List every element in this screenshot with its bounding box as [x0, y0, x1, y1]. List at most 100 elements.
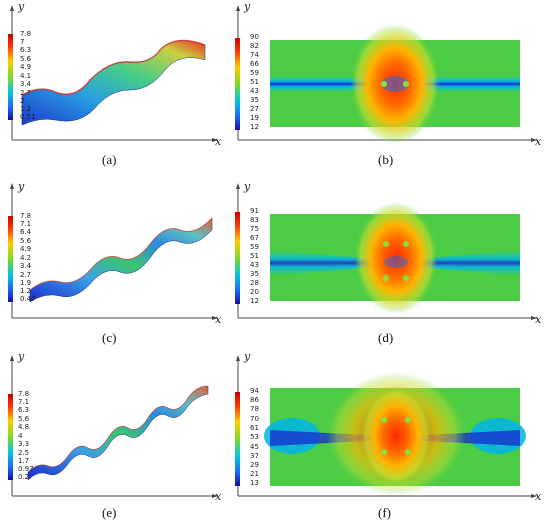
panel-e: y x 7.8 7.1 6.3 5.6 4.8 4 3.3 2.5 1.7 0.…	[0, 350, 230, 525]
x-axis-label-e: x	[215, 490, 222, 503]
axes-b	[236, 5, 537, 144]
colorbar-a	[8, 34, 13, 120]
tick-label: 5.6	[18, 415, 30, 423]
y-axis-label-d: y	[244, 180, 251, 193]
tick-label: 12	[250, 123, 259, 131]
y-axis-label-a: y	[18, 0, 25, 13]
caption-e: (e)	[102, 505, 117, 520]
axes-f	[236, 355, 537, 498]
tick-label: 2	[20, 97, 25, 105]
caption-a: (a)	[102, 152, 117, 167]
x-axis-label-b: x	[535, 135, 542, 148]
tick-label: 78	[250, 405, 259, 413]
panel-c: y x 7.8 7.1 6.4 5.6 4.9 4.2 3.4 2.7 1.9 …	[0, 178, 230, 348]
tick-label: 12	[250, 297, 259, 305]
tick-label: 37	[250, 452, 259, 460]
tick-label: 2.7	[20, 89, 32, 97]
axes-d	[236, 183, 537, 320]
tick-label: 3.3	[18, 440, 30, 448]
tick-label: 82	[250, 42, 259, 50]
tick-label: 0.97	[18, 465, 34, 473]
tick-label: 94	[250, 387, 259, 395]
y-axis-label-f: y	[244, 350, 251, 363]
tick-label: 4.1	[20, 72, 32, 80]
tick-label: 7.8	[20, 212, 32, 220]
tick-label: 7.8	[18, 390, 30, 398]
colorbar-c	[8, 216, 13, 302]
tick-label: 5.6	[20, 55, 32, 63]
axes-a	[10, 5, 218, 142]
tick-label: 35	[250, 96, 259, 104]
panel-b: y x 90 82 74 66 59 51 43 35 27 19 12 (b)	[226, 0, 550, 170]
tick-label: 1.9	[20, 279, 32, 287]
tick-label: 6.4	[20, 228, 32, 236]
tick-label: 74	[250, 51, 259, 59]
tick-label: 83	[250, 216, 259, 224]
tick-label: 0.51	[20, 113, 36, 121]
y-axis-label-c: y	[18, 180, 25, 193]
tick-label: 4.2	[20, 254, 32, 262]
tick-label: 43	[250, 261, 259, 269]
tick-label: 28	[250, 279, 259, 287]
tick-label: 7.1	[20, 220, 32, 228]
tick-label: 75	[250, 225, 259, 233]
tick-label: 27	[250, 105, 259, 113]
tick-label: 61	[250, 424, 259, 432]
caption-f: (f)	[378, 505, 391, 520]
colorbar-b	[235, 38, 240, 130]
x-axis-label-d: x	[535, 313, 542, 326]
tick-label: 0.2	[18, 473, 30, 481]
tick-label: 6.3	[20, 46, 32, 54]
caption-c: (c)	[102, 330, 117, 345]
tick-label: 67	[250, 234, 259, 242]
tick-label: 21	[250, 470, 259, 478]
tick-label: 7.1	[18, 398, 30, 406]
tick-label: 35	[250, 270, 259, 278]
tick-label: 2.5	[18, 449, 30, 457]
tick-label: 4	[18, 432, 23, 440]
tick-label: 20	[250, 288, 259, 296]
y-axis-label-b: y	[244, 0, 251, 13]
x-axis-label-c: x	[215, 313, 222, 326]
y-axis-label-e: y	[18, 350, 25, 363]
panel-f: y x 94 86 78 70 61 53 45 37 29 21 13 (f)	[226, 350, 550, 525]
tick-label: 51	[250, 78, 259, 86]
caption-b: (b)	[378, 152, 394, 167]
tick-label: 2.7	[20, 271, 32, 279]
tick-label: 59	[250, 69, 259, 77]
caption-d: (d)	[378, 330, 394, 345]
colorbar-d	[235, 212, 240, 304]
tick-label: 7.8	[20, 30, 32, 38]
tick-label: 29	[250, 461, 259, 469]
tick-label: 66	[250, 60, 259, 68]
tick-label: 19	[250, 114, 259, 122]
colorbar-f	[235, 392, 240, 486]
tick-label: 43	[250, 87, 259, 95]
tick-label: 1.7	[18, 457, 30, 465]
tick-label: 3.4	[20, 80, 32, 88]
tick-label: 0.47	[20, 295, 36, 303]
panel-a: y x 7.8 7 6.3 5.6 4.9 4.1 3.4 2.7 2 1.2 …	[0, 0, 230, 170]
panel-d: y x 91 83 75 67 59 51 43 35 28 20 12 (d)	[226, 178, 550, 348]
axes-e	[10, 355, 218, 498]
tick-label: 6.3	[18, 406, 30, 414]
tick-label: 70	[250, 415, 259, 423]
tick-label: 86	[250, 396, 259, 404]
tick-label: 1.2	[20, 105, 32, 113]
tick-label: 91	[250, 207, 259, 215]
tick-label: 3.4	[20, 262, 32, 270]
axes-c	[10, 183, 218, 320]
tick-label: 53	[250, 433, 259, 441]
colorbar-e	[8, 394, 13, 480]
tick-label: 51	[250, 252, 259, 260]
x-axis-label-f: x	[535, 490, 542, 503]
tick-label: 90	[250, 33, 259, 41]
tick-label: 5.6	[20, 237, 32, 245]
tick-label: 13	[250, 479, 259, 487]
tick-label: 59	[250, 243, 259, 251]
x-axis-label-a: x	[215, 135, 222, 148]
tick-label: 1.2	[20, 287, 32, 295]
tick-label: 7	[20, 38, 25, 46]
tick-label: 4.9	[20, 63, 32, 71]
tick-label: 4.8	[18, 423, 30, 431]
